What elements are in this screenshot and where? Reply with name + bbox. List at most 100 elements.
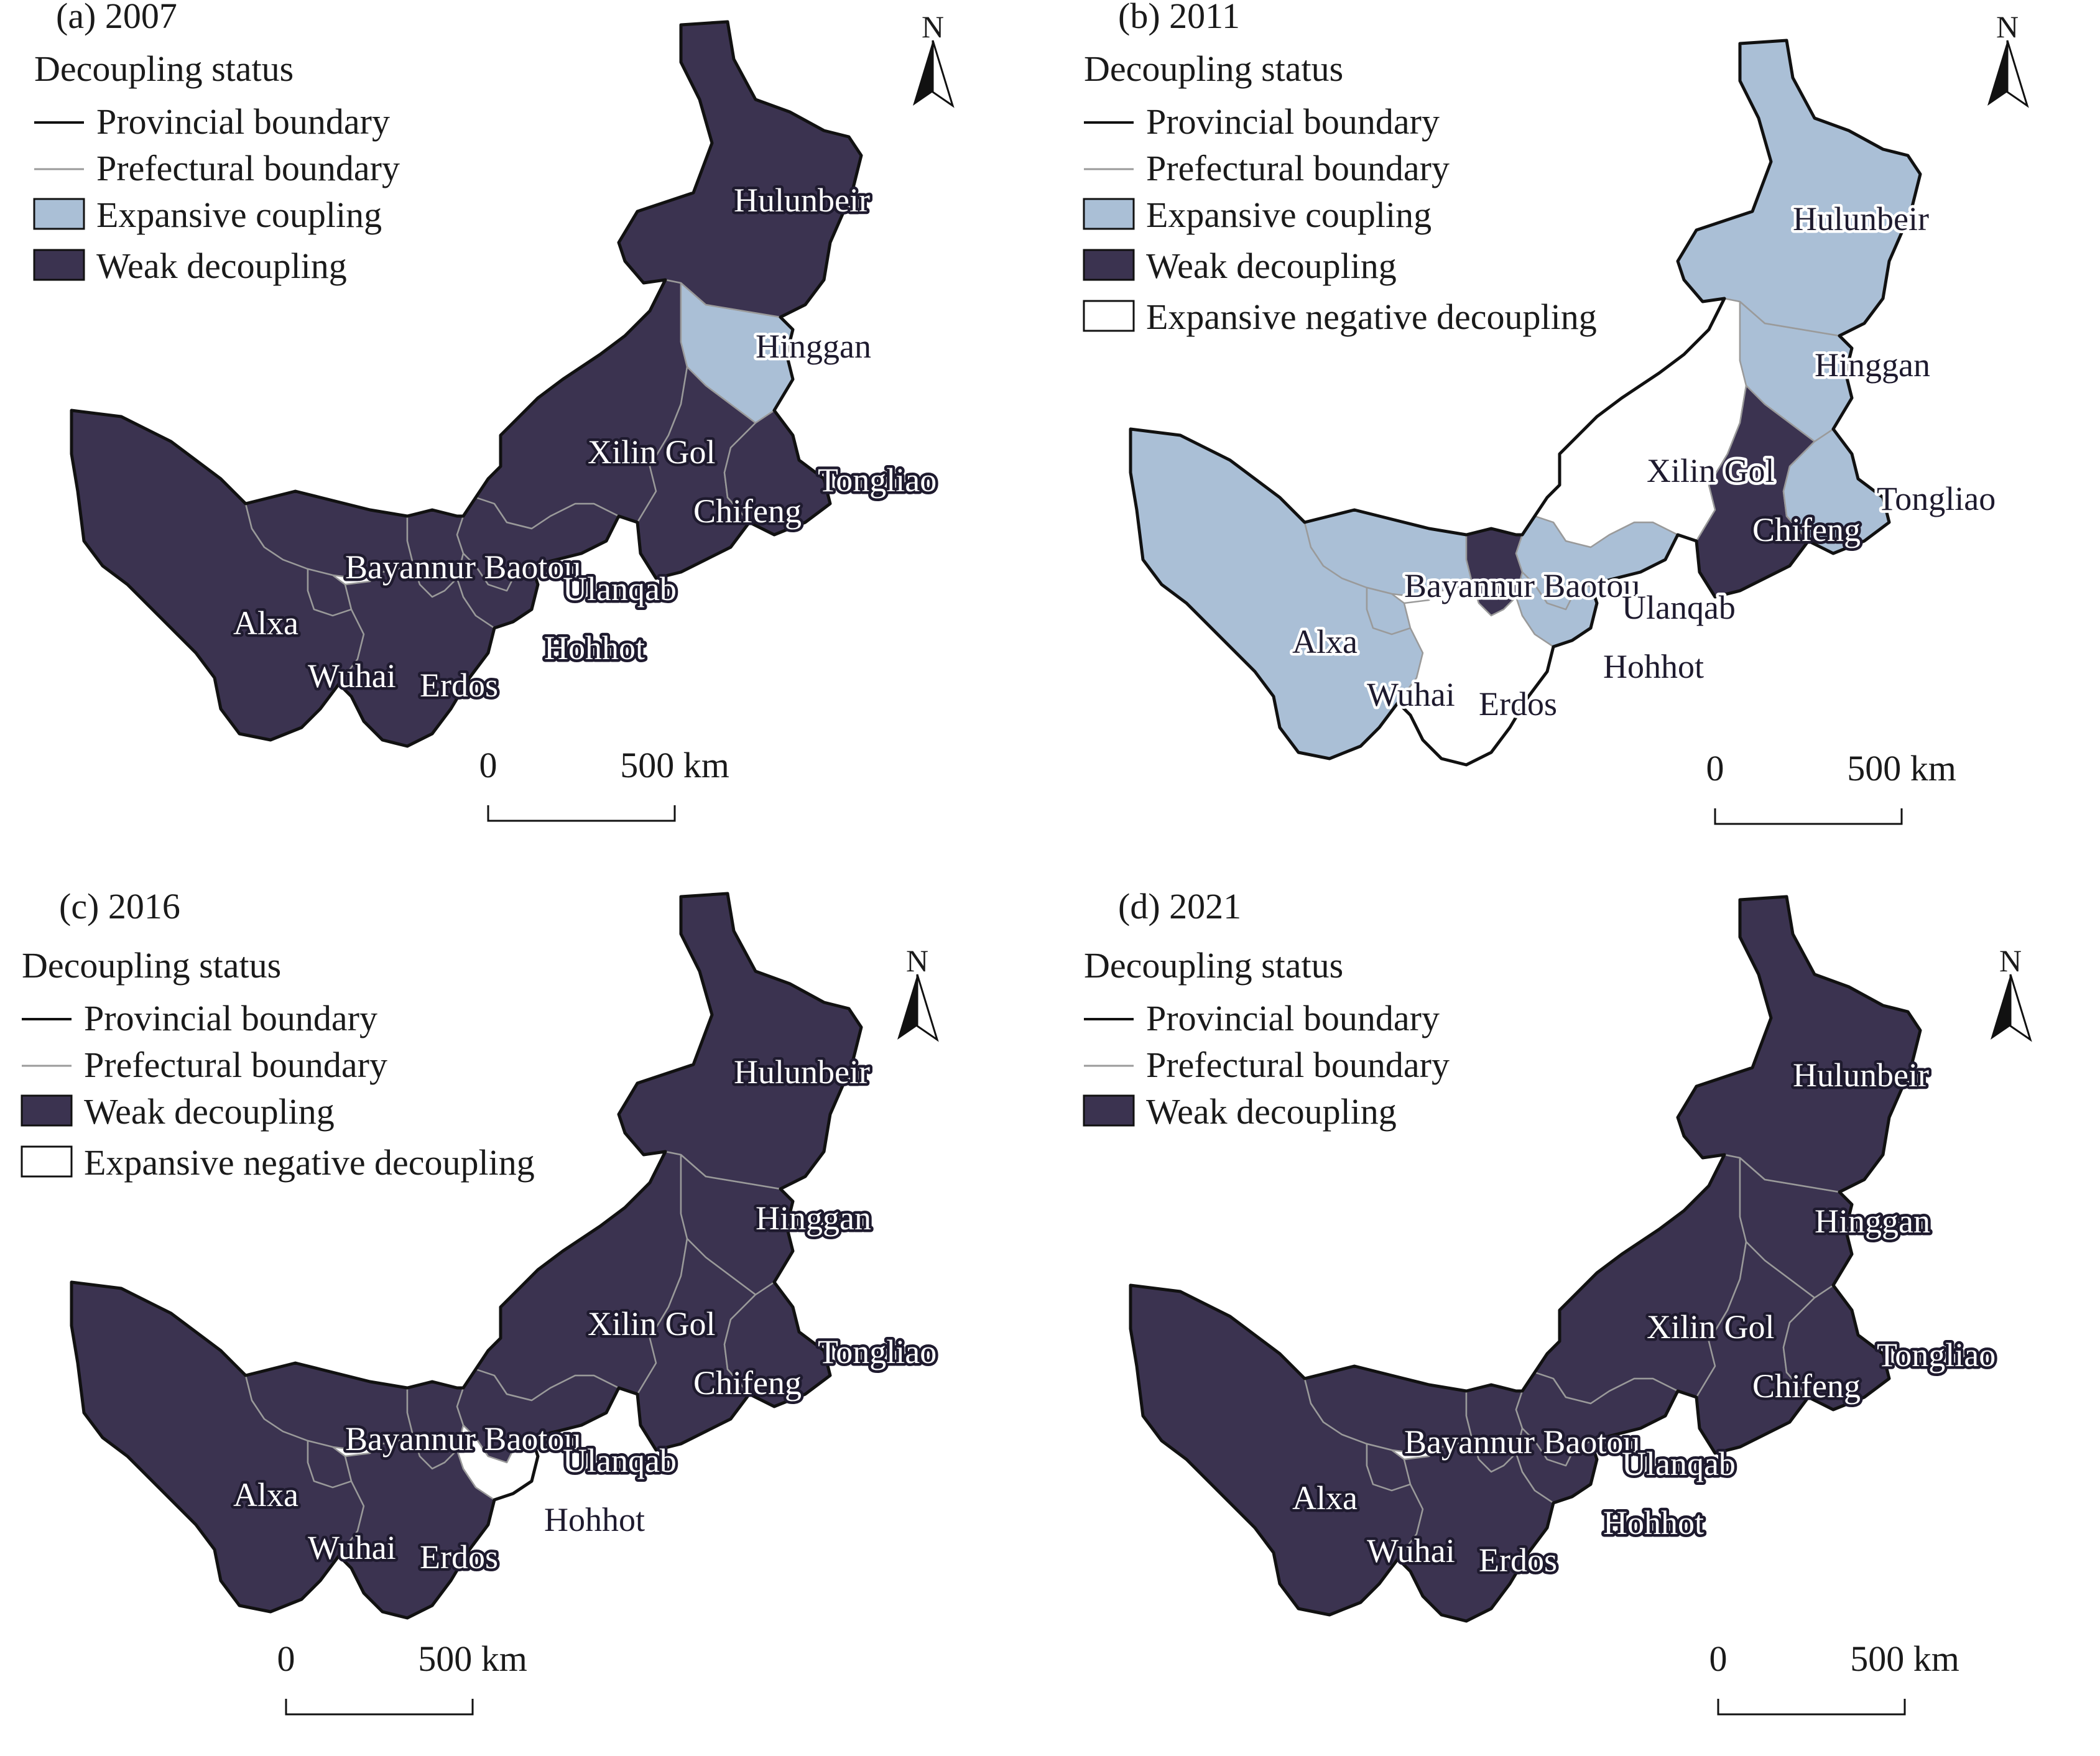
legend-item-provincial: Provincial boundary [1084,101,1440,142]
legend-label: Provincial boundary [84,998,377,1038]
scale-label-zero: 0 [277,1638,295,1679]
north-label: N [922,9,944,44]
legend-color-swatch [1083,198,1135,230]
scale-label-end: 500 km [620,745,729,785]
scale-bar: 0 500 km [1709,1638,1959,1716]
legend-item-expansive-coupling: Expansive coupling [33,195,382,235]
region-label-hulunbeir: Hulunbeir [1793,1056,1929,1094]
scale-label-end: 500 km [1850,1638,1959,1679]
region-label-chifeng: Chifeng [1752,1367,1861,1405]
region-label-chifeng: Chifeng [693,492,802,530]
north-arrow-icon: N [913,9,955,108]
region-label-erdos: Erdos [420,1538,498,1576]
legend-item-weak-decoupling: Weak decoupling [1083,1091,1397,1132]
map-area: Hulunbeir Hinggan Xilin Gol Tongliao Chifeng… [70,20,940,748]
panel-title: (b) 2011 [1118,0,1240,36]
provincial-boundary [70,20,863,748]
legend-heading: Decoupling status [34,49,294,89]
region-label-ulanqab: Ulanqab [1622,589,1736,626]
region-label-hulunbeir: Hulunbeir [734,1053,870,1091]
region-label-chifeng: Chifeng [1752,511,1861,548]
legend-color-swatch [33,198,85,230]
legend-item-weak-decoupling: Weak decoupling [33,246,347,286]
legend-label: Provincial boundary [1146,101,1440,142]
scale-label-zero: 0 [479,745,497,785]
region-label-wuhai: Wuhai [308,657,396,695]
map-area: Hulunbeir Hinggan Xilin Gol Tongliao Chifeng… [1129,39,1999,767]
region-label-xilin-gol: Xilin Gol [588,1305,716,1342]
region-label-erdos: Erdos [1479,1541,1557,1579]
region-label-ulanqab: Ulanqab [563,1442,677,1479]
legend-heading: Decoupling status [22,945,281,986]
legend-label: Provincial boundary [96,101,390,142]
provincial-boundary [1129,39,1922,767]
region-wuhai [307,568,353,617]
legend-color-swatch [21,1145,73,1178]
map-svg: (c) 2016 Decoupling status Provincial boun… [21,886,940,1716]
region-label-alxa: Alxa [1292,1479,1358,1517]
region-label-wuhai: Wuhai [308,1529,396,1566]
legend-label: Weak decoupling [1146,246,1397,286]
legend: Decoupling status Provincial boundary Pref… [21,945,535,1183]
map-svg: (d) 2021 Decoupling status Provincial boun… [1083,886,2032,1716]
legend-label: Prefectural boundary [96,148,400,188]
region-label-hinggan: Hinggan [756,328,871,365]
north-arrow-icon: N [897,943,939,1042]
legend-item-prefectural: Prefectural boundary [34,148,400,188]
legend-color-swatch [33,249,85,281]
region-label-alxa: Alxa [1292,623,1358,660]
legend-label: Prefectural boundary [1146,1045,1450,1085]
region-label-hohhot: Hohhot [544,629,645,667]
legend: Decoupling status Provincial boundary Pref… [1083,49,1597,337]
region-label-tongliao: Tongliao [818,1333,937,1370]
legend: Decoupling status Provincial boundary Pref… [1083,945,1450,1132]
region-label-erdos: Erdos [420,667,498,704]
region-wuhai [1366,1443,1412,1492]
scale-label-end: 500 km [1847,748,1956,788]
legend-label: Weak decoupling [84,1091,335,1132]
legend-label: Expansive negative decoupling [84,1142,535,1183]
legend-heading: Decoupling status [1084,49,1343,89]
legend-item-weak-decoupling: Weak decoupling [21,1091,335,1132]
region-label-xilin-gol: Xilin Gol [1647,1308,1775,1346]
region-label-hulunbeir: Hulunbeir [734,182,870,219]
panel-title: (d) 2021 [1118,886,1241,927]
region-label-hinggan: Hinggan [1815,346,1930,384]
map-svg: (b) 2011 Decoupling status Provincial boun… [1083,0,2029,825]
region-label-chifeng: Chifeng [693,1364,802,1402]
legend-color-swatch [21,1094,73,1127]
legend-item-weak-decoupling: Weak decoupling [1083,246,1397,286]
north-arrow-icon: N [1987,9,2029,108]
legend-item-prefectural: Prefectural boundary [1084,1045,1450,1085]
legend-item-provincial: Provincial boundary [22,998,377,1038]
north-label: N [1996,9,2019,44]
region-label-hinggan: Hinggan [756,1199,871,1237]
legend: Decoupling status Provincial boundary Pref… [33,49,400,286]
scale-label-end: 500 km [418,1638,527,1679]
legend-label: Weak decoupling [96,246,347,286]
map-svg: (a) 2007 Decoupling status Provincial boun… [33,0,955,822]
region-label-bayannur-baotou: Bayannur Baotou [345,1420,581,1458]
legend-label: Expansive negative decoupling [1146,297,1597,337]
north-label: N [1999,943,2022,978]
region-label-bayannur-baotou: Bayannur Baotou [1404,1423,1640,1461]
region-label-alxa: Alxa [233,1476,298,1513]
provincial-boundary [70,892,863,1620]
region-label-tongliao: Tongliao [818,461,937,499]
region-label-alxa: Alxa [233,604,298,642]
legend-item-provincial: Provincial boundary [34,101,390,142]
region-label-tongliao: Tongliao [1877,480,1996,517]
legend-color-swatch [1083,1094,1135,1127]
legend-item-expansive-negative: Expansive negative decoupling [21,1142,535,1183]
legend-label: Expansive coupling [1146,195,1432,235]
scale-bar: 0 500 km [1706,748,1956,825]
region-wuhai [1366,586,1412,635]
legend-label: Prefectural boundary [1146,148,1450,188]
legend-item-expansive-coupling: Expansive coupling [1083,195,1432,235]
region-label-ulanqab: Ulanqab [1622,1445,1736,1482]
provincial-boundary [1129,895,1922,1623]
region-label-wuhai: Wuhai [1367,676,1455,713]
legend-label: Provincial boundary [1146,998,1440,1038]
legend-color-swatch [1083,249,1135,281]
region-label-hohhot: Hohhot [544,1501,645,1538]
